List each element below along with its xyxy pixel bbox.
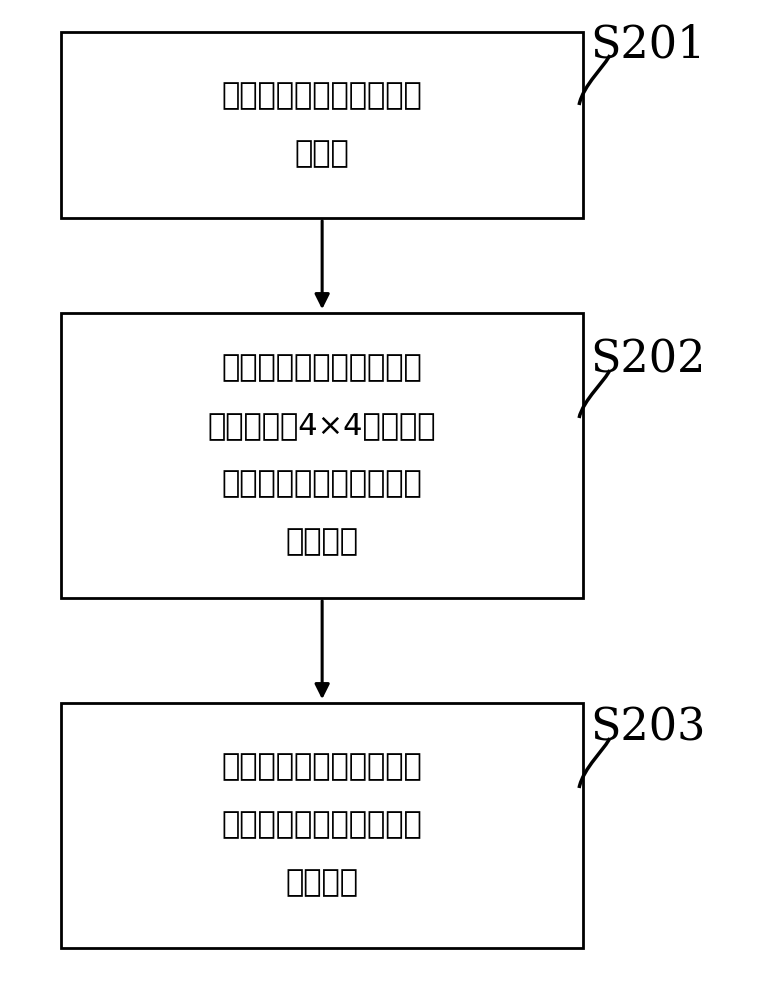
Text: S202: S202 <box>591 338 706 382</box>
Text: S203: S203 <box>591 706 706 750</box>
Bar <box>61 312 583 597</box>
Text: 变换矩阵: 变换矩阵 <box>285 868 359 898</box>
Text: S201: S201 <box>591 23 706 67</box>
Text: 在机器人关节处建立关节: 在机器人关节处建立关节 <box>222 82 423 110</box>
Text: 换矩阵描述相邻两连杆的: 换矩阵描述相邻两连杆的 <box>222 470 423 498</box>
Text: 计算末端执行器坐标系相: 计算末端执行器坐标系相 <box>222 753 423 782</box>
Text: 用一个由机器人几何结构: 用一个由机器人几何结构 <box>222 354 423 382</box>
Bar <box>61 702 583 948</box>
Text: 坐标系: 坐标系 <box>295 139 350 168</box>
Text: 参数构造的4×4的齐次变: 参数构造的4×4的齐次变 <box>208 412 436 440</box>
Text: 空间关系: 空间关系 <box>285 528 359 556</box>
Bar <box>61 32 583 218</box>
Text: 对于基坐标系的等价齐次: 对于基坐标系的等价齐次 <box>222 810 423 840</box>
